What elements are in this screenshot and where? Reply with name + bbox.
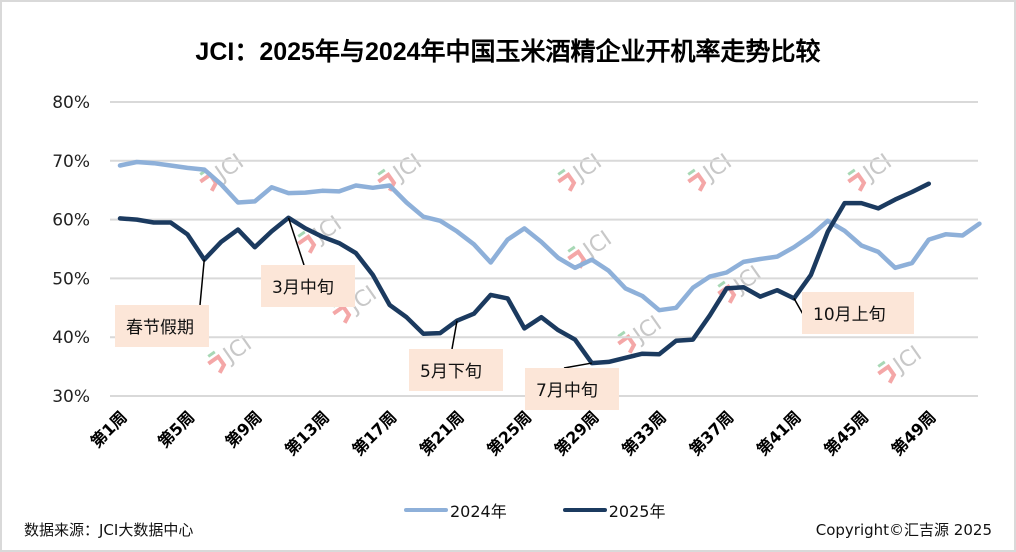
annotation-callout: 10月上旬 <box>793 292 914 334</box>
jci-watermark-icon: JCI <box>847 149 897 192</box>
x-tick-label: 第13周 <box>281 407 333 459</box>
x-tick-label: 第33周 <box>618 407 670 459</box>
x-tick-label: 第1周 <box>87 407 131 451</box>
legend-swatch-2025 <box>562 508 607 512</box>
x-axis-ticks: 第1周 第5周 第9周 第13周 第17周 第21周 第25周 第29周 第33周 第37周 第41… <box>87 407 940 459</box>
copyright-note: Copyright©汇吉源 2025 <box>815 521 992 539</box>
x-tick-label: 第9周 <box>222 407 266 451</box>
legend-label-2024: 2024年 <box>450 502 507 521</box>
annotation-layer: 春节假期 3月中旬 5月下旬 7月中旬 10月上旬 <box>115 217 914 410</box>
x-tick-label: 第45周 <box>820 407 872 459</box>
jci-watermark-icon: JCI <box>207 331 257 374</box>
jci-watermark-icon: JCI <box>687 149 737 192</box>
jci-watermark-icon: JCI <box>557 149 607 192</box>
annotation-label: 7月中旬 <box>536 381 598 401</box>
annotation-box <box>261 265 355 307</box>
series-line-2024年 <box>117 159 982 313</box>
legend: 2024年 2025年 <box>404 498 665 522</box>
x-tick-label: 第41周 <box>753 407 805 459</box>
jci-watermark-icon: JCI <box>377 149 427 192</box>
y-tick-label: 30% <box>52 387 90 407</box>
chart-title: JCI：2025年与2024年中国玉米酒精企业开机率走势比较 <box>195 38 821 66</box>
x-tick-label: 第49周 <box>888 407 940 459</box>
x-tick-label: 第37周 <box>686 407 738 459</box>
y-tick-label: 40% <box>52 328 90 348</box>
x-tick-label: 第29周 <box>551 407 603 459</box>
annotation-box <box>525 368 619 410</box>
jci-watermark-icon: JCI <box>717 261 767 304</box>
annotation-label: 春节假期 <box>126 318 194 338</box>
y-tick-label: 70% <box>52 152 90 172</box>
jci-watermark-icon: JCI <box>617 311 667 354</box>
x-tick-label: 第17周 <box>349 407 401 459</box>
annotation-box <box>802 292 914 334</box>
annotation-box <box>409 349 503 391</box>
y-axis-ticks: 80% 70% 60% 50% 40% 30% <box>52 93 90 407</box>
annotation-box <box>115 305 209 347</box>
x-tick-label: 第5周 <box>154 407 198 451</box>
x-tick-label: 第25周 <box>483 407 535 459</box>
annotation-callout: 3月中旬 <box>261 217 355 307</box>
annotation-label: 10月上旬 <box>813 305 886 325</box>
y-tick-label: 50% <box>52 269 90 289</box>
y-tick-label: 80% <box>52 93 90 113</box>
annotation-label: 5月下旬 <box>420 362 482 382</box>
legend-label-2025: 2025年 <box>608 502 666 521</box>
legend-item-2024[interactable]: 2024年 <box>404 498 507 522</box>
legend-swatch-2024 <box>404 508 448 512</box>
jci-watermark-icon: JCI <box>877 341 927 384</box>
jci-watermark-icon: JCI <box>199 149 249 192</box>
data-source-note: 数据来源：JCI大数据中心 <box>24 521 194 539</box>
annotation-callout: 7月中旬 <box>525 362 619 410</box>
x-tick-label: 第21周 <box>416 407 468 459</box>
legend-item-2025[interactable]: 2025年 <box>562 498 666 522</box>
annotation-callout: 春节假期 <box>115 259 209 347</box>
gridlines <box>110 101 978 397</box>
y-tick-label: 60% <box>52 211 90 231</box>
annotation-callout: 5月下旬 <box>409 320 503 391</box>
annotation-label: 3月中旬 <box>272 278 334 298</box>
